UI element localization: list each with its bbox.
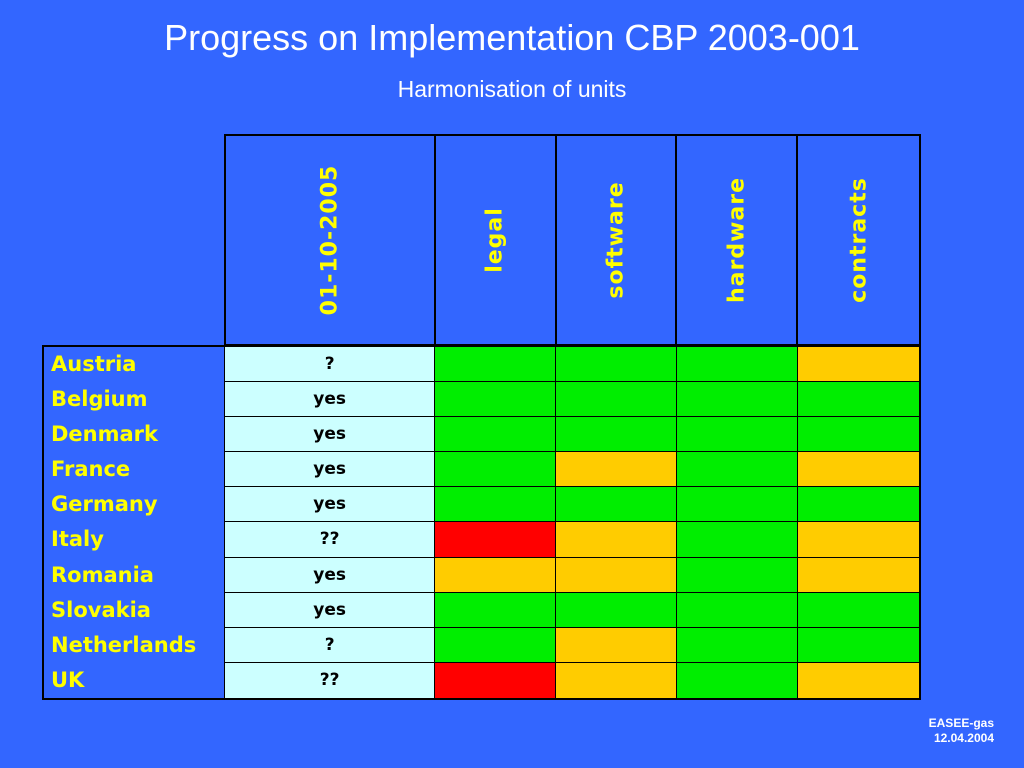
legal-status-cell	[434, 487, 556, 523]
date-status-cell: yes	[224, 452, 435, 488]
footer-date: 12.04.2004	[933, 731, 994, 745]
date-status-cell: ?	[224, 627, 435, 663]
column-header-label: 01-10-2005	[317, 164, 343, 316]
software-status-cell	[555, 662, 677, 698]
contracts-status-cell	[797, 592, 919, 628]
software-status-cell	[555, 347, 677, 383]
column-header-label: software	[603, 181, 629, 299]
hardware-status-cell	[676, 417, 798, 453]
status-table: Austria? Belgium yes Denmark yes France yes Ger…	[42, 345, 921, 700]
contracts-status-cell	[797, 487, 919, 523]
software-status-cell	[555, 627, 677, 663]
date-status-cell: yes	[224, 592, 435, 628]
slide-title: Progress on Implementation CBP 2003-001	[164, 17, 860, 58]
column-header-software: software	[557, 136, 678, 344]
contracts-status-cell	[797, 382, 919, 418]
column-header-hardware: hardware	[677, 136, 799, 344]
legal-status-cell	[434, 417, 556, 453]
date-status-cell: yes	[224, 417, 435, 453]
legal-status-cell	[434, 662, 556, 698]
contracts-status-cell	[797, 522, 919, 558]
hardware-status-cell	[676, 557, 798, 593]
contracts-status-cell	[797, 627, 919, 663]
hardware-status-cell	[676, 347, 798, 383]
software-status-cell	[555, 452, 677, 488]
table-row: Romania yes	[44, 557, 919, 593]
column-header-legal: legal	[436, 136, 557, 344]
hardware-status-cell	[676, 522, 798, 558]
software-status-cell	[555, 417, 677, 453]
software-status-cell	[555, 487, 677, 523]
contracts-status-cell	[797, 347, 919, 383]
column-header-date: 01-10-2005	[226, 136, 436, 344]
column-header-label: contracts	[846, 177, 872, 303]
software-status-cell	[555, 522, 677, 558]
legal-status-cell	[434, 347, 556, 383]
contracts-status-cell	[797, 662, 919, 698]
country-label: Romania	[51, 562, 154, 587]
legal-status-cell	[434, 557, 556, 593]
hardware-status-cell	[676, 452, 798, 488]
legal-status-cell	[434, 592, 556, 628]
legal-status-cell	[434, 452, 556, 488]
country-label: Belgium	[51, 387, 148, 412]
footer: EASEE-gas 12.04.2004	[929, 716, 994, 746]
footer-org: EASEE-gas	[928, 716, 994, 730]
legal-status-cell	[434, 627, 556, 663]
country-label: Germany	[51, 492, 158, 517]
date-status-cell: ?	[224, 347, 435, 383]
table-row: France yes	[44, 452, 919, 488]
table-row: Austria?	[44, 347, 919, 383]
country-label: Denmark	[51, 422, 158, 447]
country-label: UK	[51, 667, 85, 692]
hardware-status-cell	[676, 592, 798, 628]
slide-subtitle: Harmonisation of units	[397, 76, 627, 102]
software-status-cell	[555, 382, 677, 418]
table-row: Slovakia yes	[44, 592, 919, 628]
country-label: France	[51, 457, 131, 482]
column-header-label: legal	[482, 207, 508, 273]
contracts-status-cell	[797, 557, 919, 593]
software-status-cell	[555, 592, 677, 628]
column-header-label: hardware	[724, 176, 750, 304]
country-label: Netherlands	[51, 632, 197, 657]
table-row: UK??	[44, 662, 919, 698]
date-status-cell: yes	[224, 487, 435, 523]
hardware-status-cell	[676, 662, 798, 698]
country-label: Austria	[51, 352, 137, 376]
software-status-cell	[555, 557, 677, 593]
hardware-status-cell	[676, 627, 798, 663]
table-row: Germany yes	[44, 487, 919, 523]
legal-status-cell	[434, 382, 556, 418]
table-row: Italy??	[44, 522, 919, 558]
column-header-contracts: contracts	[798, 136, 919, 344]
table-row: Denmark yes	[44, 417, 919, 453]
contracts-status-cell	[797, 417, 919, 453]
date-status-cell: yes	[224, 382, 435, 418]
country-label: Slovakia	[51, 597, 151, 622]
date-status-cell: ??	[224, 662, 435, 698]
table-row: Belgium yes	[44, 382, 919, 418]
hardware-status-cell	[676, 382, 798, 418]
hardware-status-cell	[676, 487, 798, 523]
legal-status-cell	[434, 522, 556, 558]
table-row: Netherlands?	[44, 627, 919, 663]
contracts-status-cell	[797, 452, 919, 488]
date-status-cell: ??	[224, 522, 435, 558]
country-label: Italy	[51, 527, 104, 552]
date-status-cell: yes	[224, 557, 435, 593]
column-header-band: 01-10-2005 legal software hardware contr…	[224, 134, 921, 346]
